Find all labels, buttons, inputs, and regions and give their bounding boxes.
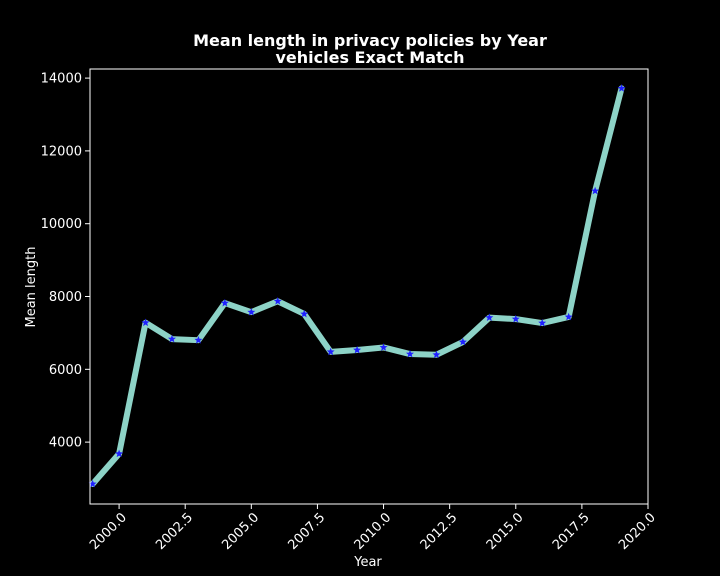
data-point-marker bbox=[485, 313, 494, 322]
series-line bbox=[89, 85, 625, 487]
x-tick-label: 2002.5 bbox=[153, 510, 196, 553]
data-point-marker bbox=[617, 84, 626, 92]
y-axis-label: Mean length bbox=[24, 247, 39, 328]
data-point-marker bbox=[591, 186, 600, 195]
chart-title-line1: Mean length in privacy policies by Year bbox=[193, 31, 547, 50]
x-tick-label: 2017.5 bbox=[550, 510, 593, 553]
x-tick-label: 2000.0 bbox=[87, 510, 130, 553]
y-tick-label: 12000 bbox=[41, 144, 82, 159]
x-tick-label: 2005.0 bbox=[219, 510, 262, 553]
y-tick-label: 4000 bbox=[49, 436, 82, 451]
data-point-marker bbox=[167, 334, 176, 343]
plot-frame bbox=[89, 68, 649, 505]
x-tick-label: 2012.5 bbox=[418, 510, 461, 553]
data-point-marker bbox=[538, 318, 547, 327]
data-point-marker bbox=[353, 345, 362, 354]
x-tick-label: 2020.0 bbox=[616, 510, 659, 553]
data-point-marker bbox=[406, 349, 414, 358]
data-point-marker bbox=[300, 309, 309, 318]
data-point-marker bbox=[379, 343, 388, 351]
y-tick-label: 8000 bbox=[49, 290, 82, 305]
data-point-marker bbox=[220, 298, 229, 307]
x-tick-label: 2015.0 bbox=[484, 510, 527, 553]
axes: 4000 6000 8000 10000 12000 14000 2000.0 2002.5 2… bbox=[41, 72, 659, 553]
data-point-marker bbox=[326, 347, 335, 356]
data-point-marker bbox=[247, 307, 256, 316]
data-point-marker bbox=[273, 297, 282, 305]
data-point-marker bbox=[564, 312, 573, 321]
x-tick-label: 2007.5 bbox=[285, 510, 328, 553]
y-tick-label: 14000 bbox=[41, 72, 82, 87]
data-point-marker bbox=[115, 449, 124, 458]
y-tick-label: 10000 bbox=[41, 217, 82, 232]
chart-title-line2: vehicles Exact Match bbox=[275, 48, 464, 67]
y-tick-label: 6000 bbox=[49, 363, 82, 378]
data-point-marker bbox=[141, 318, 150, 327]
data-point-marker bbox=[432, 350, 441, 359]
data-point-marker bbox=[194, 335, 203, 344]
data-point-marker bbox=[458, 337, 467, 346]
data-point-marker bbox=[88, 479, 97, 488]
x-axis-label: Year bbox=[353, 555, 382, 570]
x-tick-label: 2010.0 bbox=[352, 510, 395, 553]
series bbox=[88, 84, 626, 488]
data-point-marker bbox=[511, 314, 520, 323]
